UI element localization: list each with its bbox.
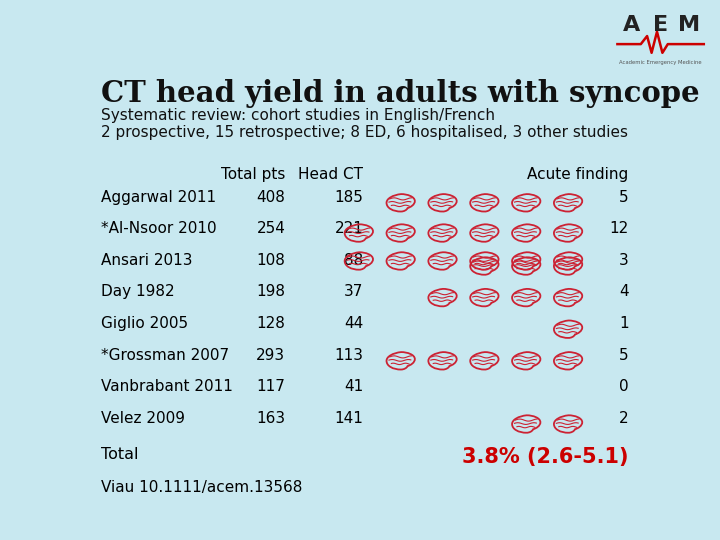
Text: 128: 128 — [256, 316, 285, 331]
Text: 221: 221 — [335, 221, 364, 236]
Text: 1: 1 — [619, 316, 629, 331]
Text: Academic Emergency Medicine: Academic Emergency Medicine — [619, 60, 702, 65]
Text: Head CT: Head CT — [298, 167, 364, 181]
Text: 37: 37 — [344, 285, 364, 299]
Text: 3: 3 — [618, 253, 629, 268]
Text: 293: 293 — [256, 348, 285, 362]
Text: 5: 5 — [619, 190, 629, 205]
Text: 141: 141 — [335, 411, 364, 426]
Text: Systematic review: cohort studies in English/French: Systematic review: cohort studies in Eng… — [101, 109, 495, 124]
Text: 117: 117 — [256, 379, 285, 394]
Text: *Grossman 2007: *Grossman 2007 — [101, 348, 229, 362]
Text: 163: 163 — [256, 411, 285, 426]
Text: Day 1982: Day 1982 — [101, 285, 175, 299]
Text: 2: 2 — [619, 411, 629, 426]
Text: CT head yield in adults with syncope: CT head yield in adults with syncope — [101, 79, 700, 109]
Text: 88: 88 — [344, 253, 364, 268]
Text: 3.8% (2.6-5.1): 3.8% (2.6-5.1) — [462, 447, 629, 467]
Text: *Al-Nsoor 2010: *Al-Nsoor 2010 — [101, 221, 217, 236]
Text: M: M — [678, 16, 701, 36]
Text: Viau 10.1111/acem.13568: Viau 10.1111/acem.13568 — [101, 480, 302, 495]
Text: Velez 2009: Velez 2009 — [101, 411, 185, 426]
Text: Vanbrabant 2011: Vanbrabant 2011 — [101, 379, 233, 394]
Text: A: A — [624, 16, 640, 36]
Text: 41: 41 — [344, 379, 364, 394]
Text: 44: 44 — [344, 316, 364, 331]
Text: 408: 408 — [256, 190, 285, 205]
Text: E: E — [653, 16, 668, 36]
Text: 113: 113 — [334, 348, 364, 362]
Text: 4: 4 — [619, 285, 629, 299]
Text: 2 prospective, 15 retrospective; 8 ED, 6 hospitalised, 3 other studies: 2 prospective, 15 retrospective; 8 ED, 6… — [101, 125, 628, 140]
Text: Aggarwal 2011: Aggarwal 2011 — [101, 190, 216, 205]
Text: 254: 254 — [256, 221, 285, 236]
Text: 5: 5 — [619, 348, 629, 362]
Text: Ansari 2013: Ansari 2013 — [101, 253, 193, 268]
Text: Total: Total — [101, 447, 139, 462]
Text: 0: 0 — [619, 379, 629, 394]
Text: Acute finding: Acute finding — [527, 167, 629, 181]
Text: 198: 198 — [256, 285, 285, 299]
Text: Giglio 2005: Giglio 2005 — [101, 316, 189, 331]
Text: 108: 108 — [256, 253, 285, 268]
Text: 12: 12 — [609, 221, 629, 236]
Text: 185: 185 — [335, 190, 364, 205]
Text: Total pts: Total pts — [221, 167, 285, 181]
